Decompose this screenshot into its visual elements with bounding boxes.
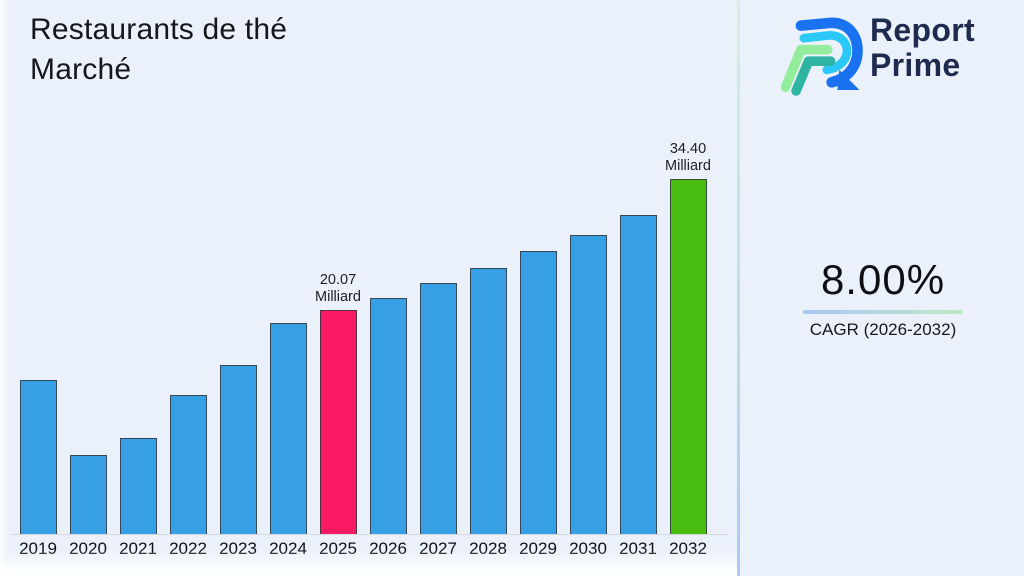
- brand-name: Report Prime: [870, 13, 975, 83]
- report-prime-logo-icon: [780, 17, 863, 96]
- bar-2023: [219, 365, 257, 535]
- bar-2031: [619, 215, 657, 535]
- left-edge-fade: [0, 0, 8, 576]
- bar-2028: [469, 268, 507, 535]
- cagr-value: 8.00%: [820, 256, 946, 303]
- brand-name-line-2: Prime: [870, 47, 961, 83]
- cagr-label: CAGR (2026-2032): [809, 320, 957, 339]
- bar-2029: [519, 251, 557, 535]
- cagr-underline: [803, 310, 963, 314]
- brand-name-line-1: Report: [870, 12, 975, 48]
- bar-2019: [19, 380, 57, 535]
- chart-title-line-2: Marché: [30, 53, 132, 86]
- cagr-block: 8.00% CAGR (2026-2032): [758, 256, 1008, 340]
- chart-title-line-1: Restaurants de thé: [30, 13, 288, 46]
- chart-title: Restaurants de thé Marché: [30, 10, 287, 90]
- bar-2027: [419, 283, 457, 535]
- x-axis-line: [10, 534, 728, 535]
- bar-2026: [369, 298, 407, 535]
- vertical-divider: [737, 0, 740, 576]
- bar-2032: [669, 179, 707, 535]
- bar-chart-plot: 20.07 Milliard 34.40 Milliard: [0, 141, 738, 535]
- bar-label-2032: 34.40 Milliard: [665, 141, 711, 174]
- bar-2024: [269, 323, 307, 535]
- bar-2022: [169, 395, 207, 535]
- bar-2025: [319, 310, 357, 535]
- bar-2021: [119, 438, 157, 535]
- bar-label-2025: 20.07 Milliard: [315, 272, 361, 305]
- footer-fade: [0, 550, 737, 576]
- bar-2020: [69, 455, 107, 535]
- bar-2030: [569, 235, 607, 535]
